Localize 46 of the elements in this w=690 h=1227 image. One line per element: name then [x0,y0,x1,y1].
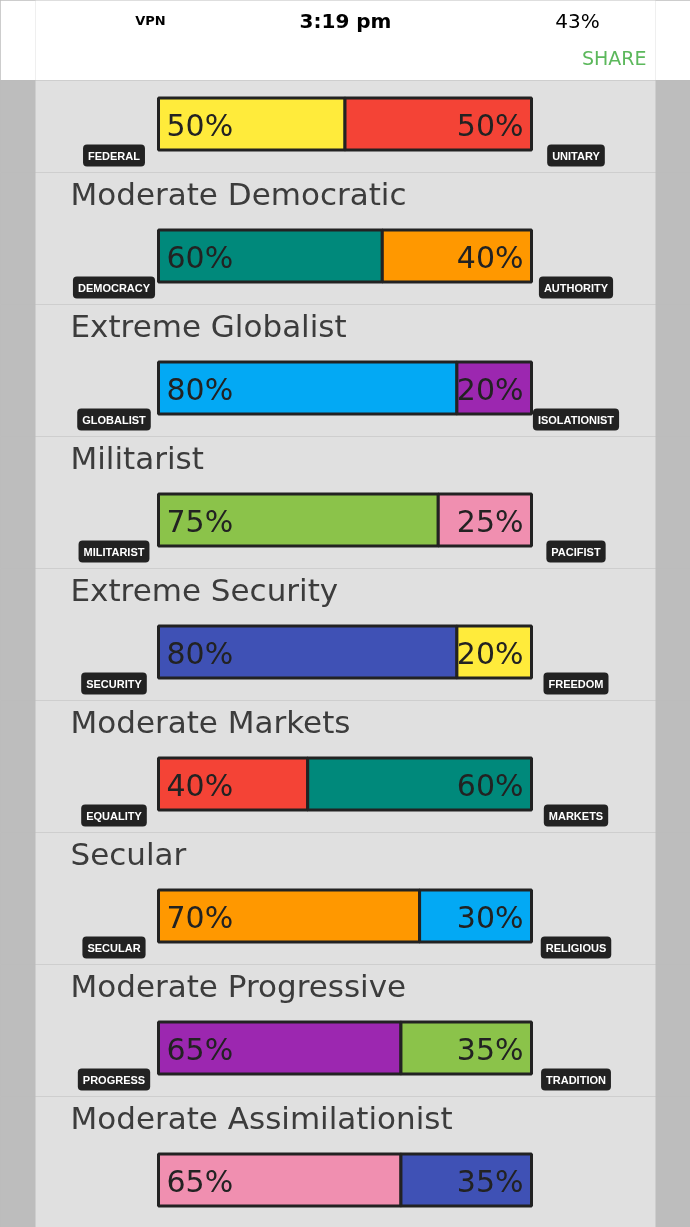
text: VPN [135,13,166,28]
chart-title: Moderate Democratic [70,175,407,212]
series-label: PROGRESS [82,1073,146,1086]
data-label: 70% [166,899,234,935]
data-label: 40% [456,239,524,275]
text: 43% [555,8,600,33]
data-label: 75% [166,503,234,539]
series-label: RELIGIOUS [545,941,607,954]
text: 3:19 pm [299,8,392,33]
series-label: FREEDOM [548,677,604,690]
text: SHARE [581,46,647,69]
chart-title: Militarist [70,439,204,476]
data-label: 65% [166,1031,234,1067]
data-label: 50% [456,107,524,143]
data-label: 35% [456,1163,524,1199]
series-label: GLOBALIST [82,413,147,426]
data-label: 65% [166,1163,234,1199]
data-label: 20% [456,635,524,671]
chart-title: Extreme Security [70,571,339,608]
series-label: EQUALITY [86,809,143,822]
series-label: UNITARY [552,149,601,162]
data-label: 25% [456,503,524,539]
chart-title: Extreme Globalist [70,307,347,344]
data-label: 30% [456,899,524,935]
series-label: MARKETS [548,809,604,822]
series-label: SECULAR [87,941,141,954]
data-label: 35% [456,1031,524,1067]
data-label: 80% [166,635,234,671]
data-label: 50% [166,107,234,143]
data-label: 60% [456,767,524,803]
data-label: 60% [166,239,234,275]
chart-title: Secular [70,835,187,872]
data-label: 20% [456,371,524,407]
series-label: AUTHORITY [543,281,609,294]
series-label: SECURITY [86,677,143,690]
series-label: FEDERAL [88,149,141,162]
chart-title: Moderate Progressive [70,967,407,1004]
data-label: 40% [166,767,234,803]
series-label: PACIFIST [551,545,601,558]
data-label: 80% [166,371,234,407]
series-label: TRADITION [546,1073,606,1086]
chart-title: Moderate Markets [70,703,351,740]
series-label: ISOLATIONIST [537,413,615,426]
series-label: MILITARIST [83,545,145,558]
chart-title: Moderate Assimilationist [70,1099,453,1136]
series-label: DEMOCRACY [77,281,151,294]
